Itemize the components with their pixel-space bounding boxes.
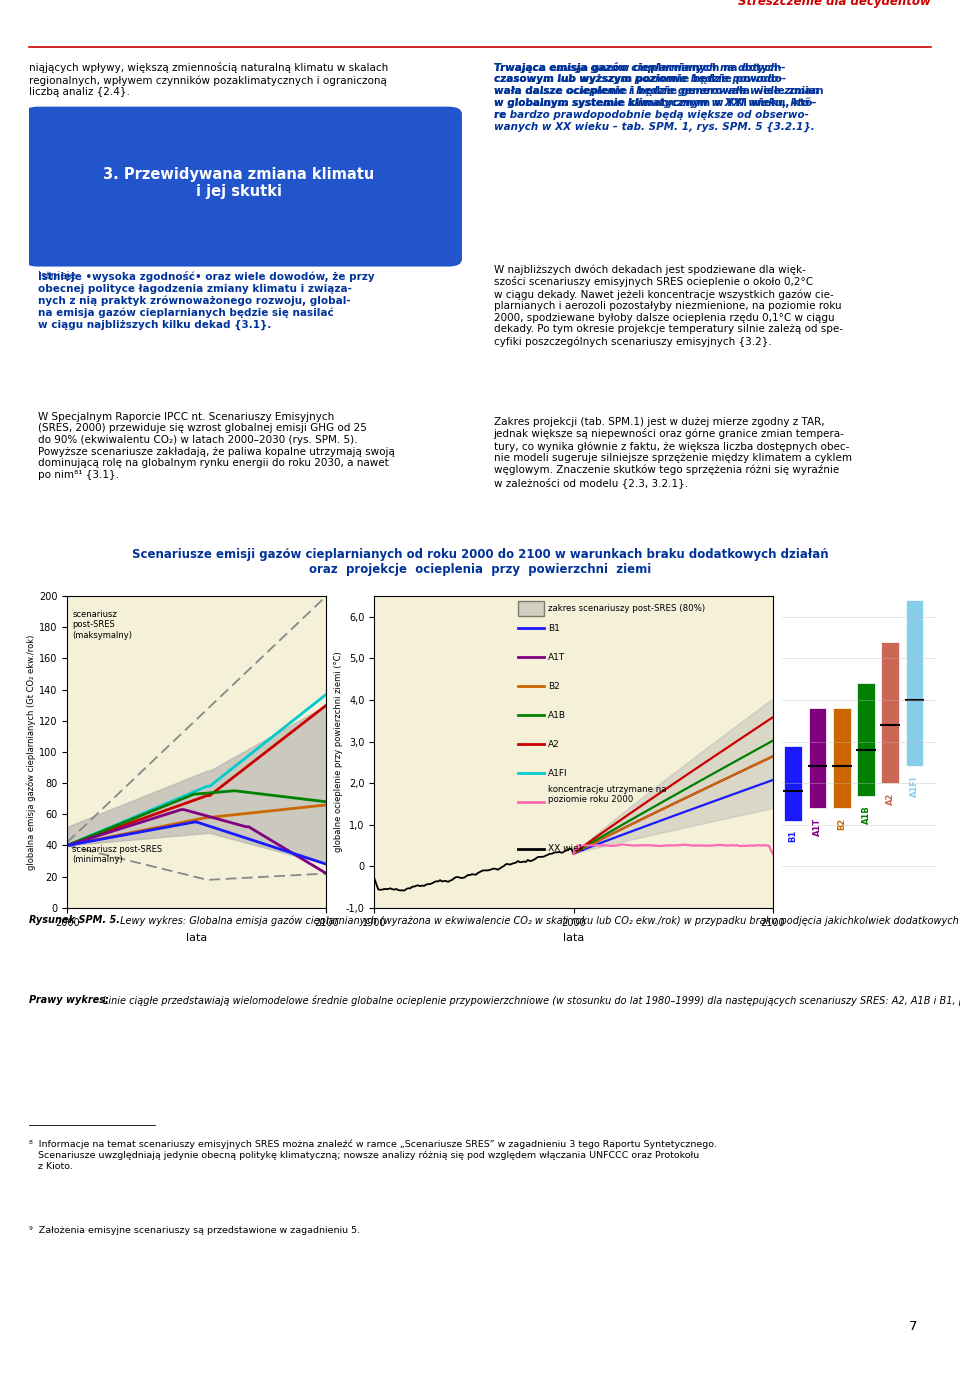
Text: B2: B2 xyxy=(837,818,846,830)
Text: Istnieje: Istnieje xyxy=(37,272,79,281)
Text: A1T: A1T xyxy=(813,818,822,836)
Text: A2: A2 xyxy=(548,740,560,748)
Text: Trwająca emisja gazów cieplarnianych na dotych-
czasowym lub wyższym poziomie bę: Trwająca emisja gazów cieplarnianych na … xyxy=(493,62,823,119)
Text: A1B: A1B xyxy=(548,711,565,719)
Bar xyxy=(784,746,802,821)
Text: A1FI: A1FI xyxy=(548,769,567,778)
Text: W Specjalnym Raporcie IPCC nt. Scenariuszy Emisyjnych
(SRES, 2000) przewiduje si: W Specjalnym Raporcie IPCC nt. Scenarius… xyxy=(37,412,395,480)
FancyBboxPatch shape xyxy=(24,107,462,266)
Text: ⁹  Założenia emisyjne scenariuszy są przedstawione w zagadnieniu 5.: ⁹ Założenia emisyjne scenariuszy są prze… xyxy=(29,1225,360,1235)
Text: A1T: A1T xyxy=(548,653,564,661)
Text: Lewy wykres: Globalna emisja gazów cieplarnianych (wyrażona w ekwiwalencie CO₂ w: Lewy wykres: Globalna emisja gazów ciepl… xyxy=(117,915,960,926)
Text: B1: B1 xyxy=(789,830,798,843)
Text: Trwająca emisja gazów cieplarnianych na dotych-
czasowym lub wyższym poziomie bę: Trwająca emisja gazów cieplarnianych na … xyxy=(493,62,819,132)
Text: niąjących wpływy, większą zmiennością naturalną klimatu w skalach
regionalnych, : niąjących wpływy, większą zmiennością na… xyxy=(29,62,388,97)
Text: A1FI: A1FI xyxy=(910,776,919,797)
Bar xyxy=(881,642,900,783)
Text: Zakres projekcji (tab. SPM.1) jest w dużej mierze zgodny z TAR,
jednak większe s: Zakres projekcji (tab. SPM.1) jest w duż… xyxy=(493,417,852,488)
Text: Scenariusze emisji gazów cieplarnianych od roku 2000 do 2100 w warunkach braku d: Scenariusze emisji gazów cieplarnianych … xyxy=(132,547,828,577)
Text: A1B: A1B xyxy=(861,805,871,823)
FancyBboxPatch shape xyxy=(517,600,543,617)
Text: zakres scenariuszy post-SRES (80%): zakres scenariuszy post-SRES (80%) xyxy=(548,604,705,613)
X-axis label: lata: lata xyxy=(563,933,585,942)
Text: Rysunek SPM. 5.: Rysunek SPM. 5. xyxy=(29,915,120,924)
Bar xyxy=(857,683,875,796)
Text: koncentracje utrzymane na
poziomie roku 2000: koncentracje utrzymane na poziomie roku … xyxy=(548,784,666,804)
Y-axis label: globalne ocieplenie przy powierzchni ziemi (°C): globalne ocieplenie przy powierzchni zie… xyxy=(334,651,343,852)
Text: Streszczenie dla decydentów: Streszczenie dla decydentów xyxy=(738,0,931,8)
Text: ⁸  Informacje na temat scenariuszy emisyjnych SRES można znaleźć w ramce „Scenar: ⁸ Informacje na temat scenariuszy emisyj… xyxy=(29,1139,717,1171)
Text: scenariusz
post-SRES
(maksymalny): scenariusz post-SRES (maksymalny) xyxy=(72,610,132,640)
Text: 3. Przewidywana zmiana klimatu
i jej skutki: 3. Przewidywana zmiana klimatu i jej sku… xyxy=(104,166,374,200)
Bar xyxy=(833,708,851,808)
Y-axis label: globalna emisja gazów cieplarnianych (Gt CO₂ ekw./rok): globalna emisja gazów cieplarnianych (Gt… xyxy=(27,635,36,869)
Bar xyxy=(905,600,924,766)
Text: B2: B2 xyxy=(548,682,560,690)
Text: Linie ciągłe przedstawiają wielomodelowe średnie globalne ocieplenie przypowierz: Linie ciągłe przedstawiają wielomodelowe… xyxy=(103,995,960,1006)
Text: W najbliższych dwóch dekadach jest spodziewane dla więk-
szości scenariuszy emis: W najbliższych dwóch dekadach jest spodz… xyxy=(493,265,843,346)
X-axis label: lata: lata xyxy=(186,933,207,942)
Text: Istnieje •wysoka zgodność• oraz wiele dowodów, że przy
obecnej polityce łagodzen: Istnieje •wysoka zgodność• oraz wiele do… xyxy=(37,272,374,330)
Text: 7: 7 xyxy=(909,1321,918,1333)
Text: B1: B1 xyxy=(548,624,560,632)
Text: XX wiek: XX wiek xyxy=(548,844,584,852)
Text: A2: A2 xyxy=(886,793,895,805)
Text: Prawy wykres:: Prawy wykres: xyxy=(29,995,112,1005)
Bar xyxy=(808,708,827,808)
Text: scenariusz post-SRES
(minimalny): scenariusz post-SRES (minimalny) xyxy=(72,845,162,865)
